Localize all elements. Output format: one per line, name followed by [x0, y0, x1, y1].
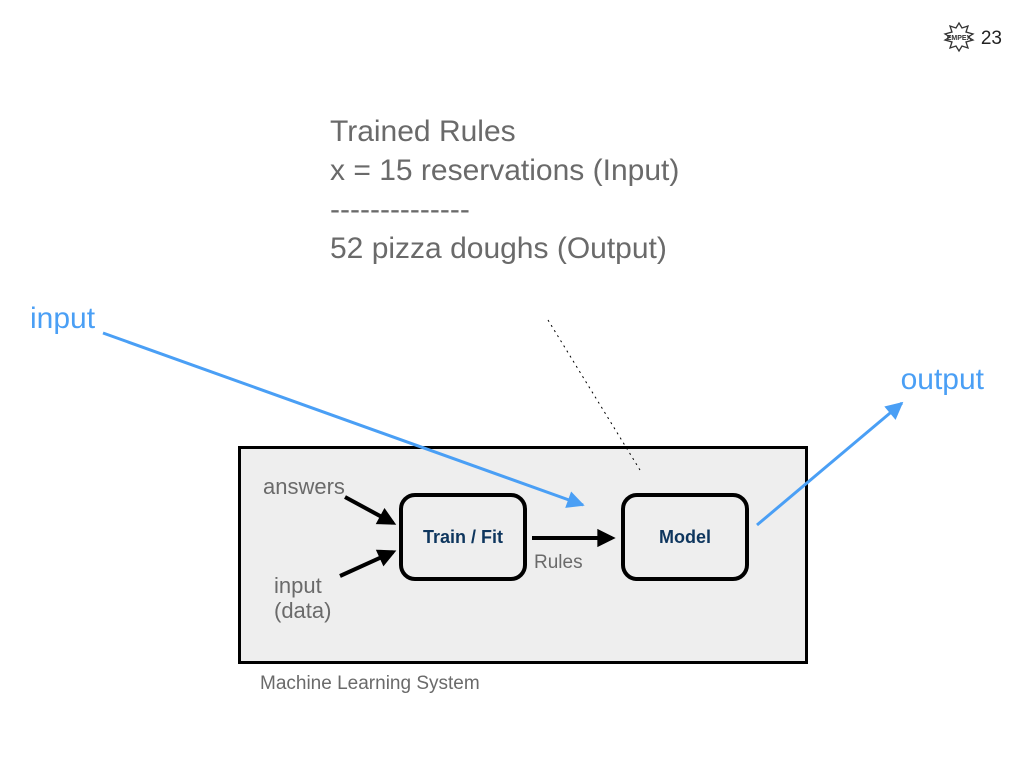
answers-label: answers — [263, 474, 345, 500]
logo-text: EMPEX — [947, 35, 972, 42]
headline-line-4: 52 pizza doughs (Output) — [330, 229, 679, 268]
headline-line-2: x = 15 reservations (Input) — [330, 151, 679, 190]
headline-line-1: Trained Rules — [330, 112, 679, 151]
rules-label: Rules — [534, 552, 583, 574]
model-node: Model — [621, 493, 749, 581]
inputdata-label: input (data) — [274, 573, 331, 624]
system-caption: Machine Learning System — [260, 673, 480, 695]
headline-block: Trained Rules x = 15 reservations (Input… — [330, 112, 679, 268]
inputdata-line2: (data) — [274, 598, 331, 623]
headline-line-3: -------------- — [330, 190, 679, 229]
inputdata-line1: input — [274, 573, 331, 598]
model-label: Model — [659, 527, 711, 548]
output-label: output — [901, 363, 984, 397]
empex-logo: EMPEX — [942, 20, 976, 59]
train-fit-node: Train / Fit — [399, 493, 527, 581]
input-label: input — [30, 302, 95, 336]
page-number: 23 — [981, 28, 1002, 50]
train-fit-label: Train / Fit — [423, 527, 503, 548]
